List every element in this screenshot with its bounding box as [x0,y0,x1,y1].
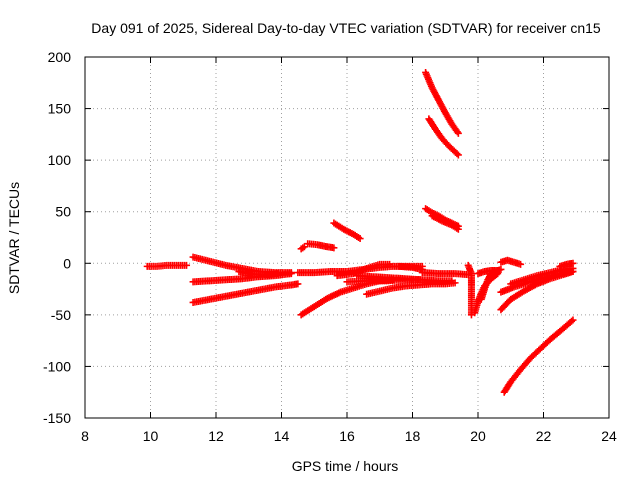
x-tick-label: 8 [81,428,89,444]
series-arc-05 [235,268,282,279]
x-tick-label: 14 [274,428,290,444]
series-arc-24 [474,267,502,278]
data-point [454,129,462,137]
data-point [294,280,302,288]
series-arc-08 [297,243,308,253]
series-arc-29 [500,316,577,396]
series-arc-30 [556,259,577,270]
data-layer [143,68,577,396]
data-point [568,317,576,325]
series-arc-13 [343,276,423,286]
x-tick-label: 22 [536,428,552,444]
data-point [451,279,459,287]
data-point [454,151,462,159]
grid-layer [85,57,609,418]
y-tick-label: 150 [48,101,72,117]
series-arc-09 [304,240,338,252]
data-point [569,259,577,267]
chart-title: Day 091 of 2025, Sidereal Day-to-day VTE… [91,20,601,36]
y-tick-label: 50 [55,204,71,220]
data-point [454,225,462,233]
x-tick-label: 12 [208,428,224,444]
y-tick-label: 200 [48,49,72,65]
series-arc-11 [333,260,394,280]
y-tick-label: 0 [63,255,71,271]
data-point [497,265,505,273]
data-point [569,316,577,324]
x-tick-label: 16 [339,428,355,444]
tick-layer: 8 10 12 14 16 18 20 22 24 -150 -100 -50 0 50 100 150 200 [43,49,617,444]
x-axis-label: GPS time / hours [292,458,399,474]
series-arc-01 [143,261,191,270]
data-point [453,150,461,158]
x-tick-label: 10 [143,428,159,444]
series-arc-25 [497,256,525,268]
series-arc-04 [189,280,302,306]
series-arc-21 [464,261,475,319]
data-point [517,260,525,268]
y-tick-label: -50 [51,307,71,323]
data-point [386,260,394,268]
data-point [274,270,282,278]
y-tick-label: -100 [43,358,71,374]
data-point [494,267,502,275]
y-tick-label: 100 [48,152,72,168]
series-arc-10 [330,219,364,243]
data-point [183,261,191,269]
series-arc-18 [425,115,462,159]
x-tick-label: 18 [405,428,421,444]
data-point [356,235,364,243]
y-tick-label: -150 [43,410,71,426]
data-point [330,244,338,252]
x-tick-label: 20 [470,428,486,444]
series-arc-20 [428,212,462,233]
series-arc-14 [363,279,459,298]
series-arc-17 [422,68,462,137]
series-arc-28 [507,264,577,288]
series-arc-16 [418,269,472,279]
x-tick-label: 24 [601,428,617,444]
y-axis-label: SDTVAR / TECUs [6,182,22,294]
data-point [287,270,295,278]
data-point [299,244,307,252]
